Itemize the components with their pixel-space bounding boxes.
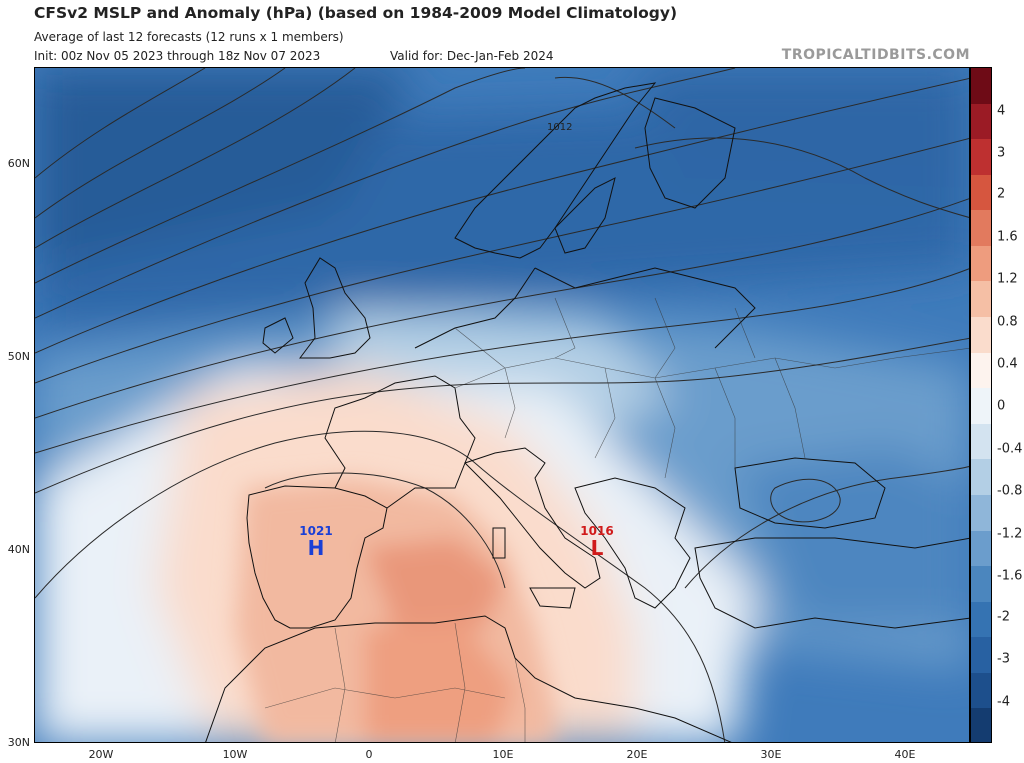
source-credit: TROPICALTIDBITS.COM	[781, 47, 970, 63]
colorbar-tick-label: 4	[997, 103, 1006, 119]
colorbar-segment	[971, 494, 991, 531]
map-canvas: 1012	[35, 68, 969, 742]
colorbar-segment	[971, 103, 991, 140]
high-pressure-value: 1021	[299, 524, 333, 538]
colorbar-segment	[971, 637, 991, 673]
lon-label-30e: 30E	[760, 748, 782, 761]
colorbar-segment	[971, 388, 991, 424]
colorbar-tick-label: -2	[997, 609, 1010, 625]
lat-label-60n: 60N	[7, 157, 30, 170]
colorbar-tick-label: 1.2	[997, 271, 1018, 287]
colorbar-tick-label: 2	[997, 186, 1006, 202]
colorbar-tick-label: -0.8	[997, 483, 1023, 499]
colorbar-segment	[971, 245, 991, 282]
colorbar-tick-label: -1.6	[997, 568, 1023, 584]
colorbar-segment	[971, 68, 991, 104]
colorbar-segment	[971, 281, 991, 318]
low-pressure-letter: L	[590, 536, 604, 560]
lon-label-0: 0	[365, 748, 373, 761]
isobar-contours	[35, 68, 969, 742]
lat-label-50n: 50N	[7, 350, 30, 363]
lon-label-20w: 20W	[88, 748, 114, 761]
map-subtitle: Average of last 12 forecasts (12 runs x …	[34, 30, 344, 44]
colorbar-segment	[971, 139, 991, 175]
low-pressure-value: 1016	[580, 524, 614, 538]
colorbar-segment	[971, 174, 991, 211]
high-pressure-letter: H	[307, 536, 325, 560]
lon-label-20e: 20E	[626, 748, 648, 761]
anomaly-field	[35, 68, 969, 742]
anomaly-colorbar	[970, 67, 992, 743]
colorbar-segment	[971, 601, 991, 638]
low-pressure-marker: 1016 L	[580, 524, 613, 558]
colorbar-segment	[971, 210, 991, 246]
lon-label-40e: 40E	[894, 748, 916, 761]
colorbar-segment	[971, 530, 991, 567]
lon-label-10w: 10W	[222, 748, 248, 761]
colorbar-segment	[971, 423, 991, 460]
contour-label: 1012	[547, 122, 572, 133]
colorbar-tick-label: 3	[997, 145, 1006, 161]
colorbar-tick-label: -4	[997, 694, 1010, 710]
init-text: Init: 00z Nov 05 2023 through 18z Nov 07…	[34, 49, 321, 63]
colorbar-tick-label: -0.4	[997, 441, 1023, 457]
country-borders	[264, 297, 969, 742]
high-pressure-marker: 1021 H	[299, 524, 332, 558]
colorbar-segment	[971, 672, 991, 709]
lat-label-40n: 40N	[7, 543, 30, 556]
colorbar-segment	[971, 352, 991, 389]
valid-text: Valid for: Dec-Jan-Feb 2024	[390, 49, 554, 63]
colorbar-tick-label: 1.6	[997, 229, 1018, 245]
anomaly-map: 1012	[34, 67, 970, 743]
colorbar-segment	[971, 459, 991, 495]
lon-label-10e: 10E	[492, 748, 514, 761]
colorbar-segment	[971, 317, 991, 353]
map-title: CFSv2 MSLP and Anomaly (hPa) (based on 1…	[34, 4, 678, 22]
colorbar-segment	[971, 708, 991, 742]
coastlines	[205, 82, 969, 742]
colorbar-tick-label: 0.4	[997, 356, 1018, 372]
colorbar-segment	[971, 566, 991, 602]
colorbar-tick-label: 0	[997, 398, 1006, 414]
colorbar-tick-label: 0.8	[997, 314, 1018, 330]
colorbar-tick-label: -3	[997, 651, 1010, 667]
lat-label-30n: 30N	[7, 736, 30, 749]
colorbar-tick-label: -1.2	[997, 526, 1023, 542]
